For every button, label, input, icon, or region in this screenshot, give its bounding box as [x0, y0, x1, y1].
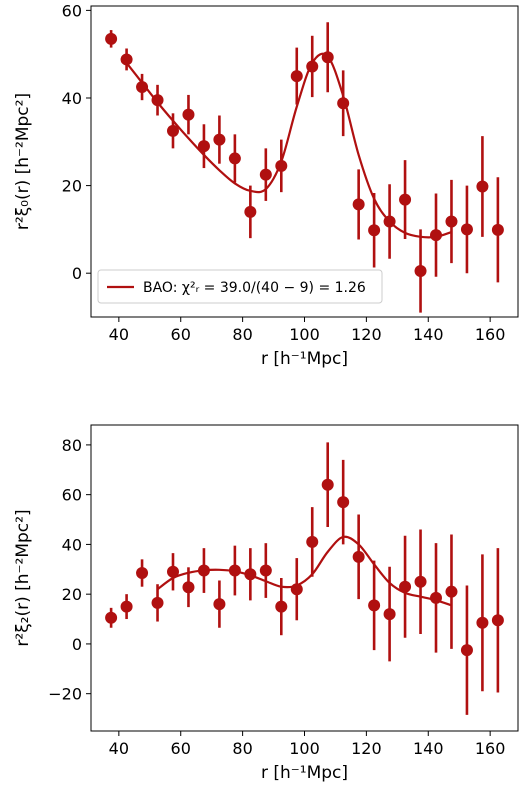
data-point [321, 478, 334, 491]
data-point [460, 223, 473, 236]
y-tick-label: 0 [72, 635, 82, 654]
data-point [491, 223, 504, 236]
x-axis-label: r [h⁻¹Mpc] [261, 763, 348, 783]
data-point [197, 140, 210, 153]
x-tick-label: 80 [232, 739, 252, 758]
data-point [182, 108, 195, 121]
x-tick-label: 80 [232, 325, 252, 344]
y-tick-label: 20 [62, 177, 82, 196]
data-point [290, 70, 303, 83]
data-point [337, 496, 350, 509]
data-point [399, 580, 412, 593]
data-point [244, 205, 257, 218]
data-point [275, 600, 288, 613]
data-point [105, 611, 118, 624]
x-tick-label: 140 [413, 739, 444, 758]
data-point [491, 614, 504, 627]
data-point [352, 550, 365, 563]
legend-label: BAO: χ²ᵣ = 39.0/(40 − 9) = 1.26 [143, 280, 366, 296]
data-point [166, 565, 179, 578]
data-point [399, 193, 412, 206]
data-point [383, 215, 396, 228]
data-point [321, 51, 334, 64]
x-tick-label: 60 [171, 325, 191, 344]
data-point [368, 599, 381, 612]
data-point [445, 585, 458, 598]
data-point [430, 591, 443, 604]
y-tick-label: 40 [62, 535, 82, 554]
y-tick-label: 40 [62, 89, 82, 108]
data-point [120, 600, 133, 613]
data-point [430, 229, 443, 242]
x-tick-label: 140 [413, 325, 444, 344]
bao-model-line [125, 52, 452, 239]
y-tick-label: 20 [62, 585, 82, 604]
y-tick-label: 60 [62, 1, 82, 20]
y-tick-label: 60 [62, 486, 82, 505]
data-point [306, 535, 319, 548]
data-point [105, 32, 118, 45]
data-point [383, 608, 396, 621]
plot-frame [90, 424, 519, 732]
data-point [213, 598, 226, 611]
chart-panel-1: 40 60 80 100 120 140 160 0 20 40 60 r [h⁻¹Mpc] r²ξ₀(… [13, 1, 519, 369]
x-tick-label: 120 [351, 325, 382, 344]
data-point [259, 564, 272, 577]
data-point [352, 198, 365, 211]
x-tick-label: 120 [351, 739, 382, 758]
data-point [414, 575, 427, 588]
data-point [259, 168, 272, 181]
data-point [136, 81, 149, 94]
data-point [228, 152, 241, 165]
data-point [166, 124, 179, 137]
data-point [182, 581, 195, 594]
data-point [476, 616, 489, 629]
y-tick-label: 80 [62, 436, 82, 455]
data-point [228, 564, 241, 577]
x-tick-label: 160 [475, 739, 506, 758]
y-tick-label: −20 [48, 685, 82, 704]
data-point [445, 215, 458, 228]
data-point [368, 224, 381, 237]
data-point [213, 133, 226, 146]
data-point [151, 596, 164, 609]
data-point [151, 94, 164, 107]
data-point [290, 583, 303, 596]
y-axis-label: r²ξ₀(r) [h⁻²Mpc²] [13, 93, 33, 230]
data-point [306, 60, 319, 73]
x-tick-label: 40 [109, 739, 129, 758]
data-point [136, 567, 149, 580]
data-point [460, 644, 473, 657]
data-point [120, 53, 133, 66]
y-tick-label: 0 [72, 264, 82, 283]
data-point [275, 159, 288, 172]
data-point [414, 265, 427, 278]
x-tick-label: 60 [171, 739, 191, 758]
data-point [337, 97, 350, 110]
data-point [197, 564, 210, 577]
x-axis-label: r [h⁻¹Mpc] [261, 349, 348, 369]
chart-panel-2: 40 60 80 100 120 140 160 −20 0 20 40 60 80 r [h⁻¹Mpc]… [13, 424, 519, 783]
y-axis-label: r²ξ₂(r) [h⁻²Mpc²] [13, 509, 33, 646]
legend-box [97, 269, 383, 304]
x-tick-label: 100 [289, 739, 320, 758]
x-tick-label: 40 [109, 325, 129, 344]
data-point [244, 568, 257, 581]
x-tick-label: 100 [289, 325, 320, 344]
data-point [476, 180, 489, 193]
x-tick-label: 160 [475, 325, 506, 344]
